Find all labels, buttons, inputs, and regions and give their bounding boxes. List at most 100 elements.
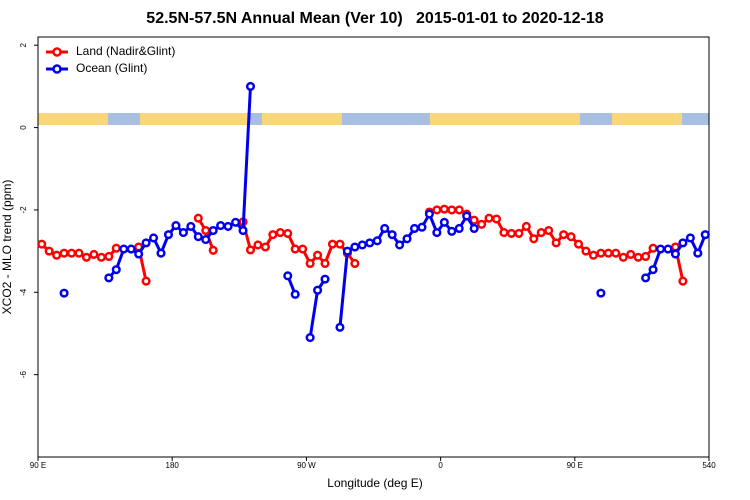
data-point <box>678 276 688 286</box>
y-tick-label: -6 <box>19 371 28 379</box>
data-point <box>134 249 144 259</box>
data-point <box>253 240 263 250</box>
data-point <box>260 242 270 252</box>
data-point <box>365 238 375 248</box>
data-point <box>335 322 345 332</box>
data-point <box>491 214 502 224</box>
data-point <box>380 223 390 234</box>
data-point <box>454 223 464 234</box>
data-point <box>104 273 114 283</box>
data-point <box>81 252 92 262</box>
y-axis-label: XCO2 - MLO trend (ppm) <box>0 180 14 315</box>
data-point <box>149 233 159 243</box>
chart-title: 52.5N-57.5N Annual Mean (Ver 10) 2015-01… <box>146 10 604 27</box>
x-axis-label: Longitude (deg E) <box>327 476 422 490</box>
data-point <box>372 236 382 246</box>
data-point <box>581 246 591 256</box>
data-point <box>588 250 598 260</box>
data-point <box>551 238 561 248</box>
data-point <box>52 250 62 260</box>
data-point <box>231 217 241 227</box>
data-point <box>44 246 54 256</box>
data-point <box>432 228 442 238</box>
data-point <box>566 232 576 242</box>
data-point <box>156 248 166 258</box>
data-point <box>424 209 434 219</box>
data-point <box>193 213 203 223</box>
data-point <box>499 228 509 238</box>
data-point <box>693 248 703 258</box>
legend-label: Ocean (Glint) <box>76 61 147 75</box>
data-point <box>350 242 360 252</box>
data-point <box>447 226 457 236</box>
data-point <box>685 233 695 243</box>
x-tick-label: 90 E <box>30 461 46 470</box>
data-point <box>618 252 628 262</box>
data-point <box>521 221 531 231</box>
data-point <box>484 213 494 223</box>
land-strip <box>430 113 580 125</box>
data-point <box>305 333 315 343</box>
y-tick-label: -2 <box>19 206 28 214</box>
data-point <box>216 221 226 231</box>
data-point <box>89 249 99 259</box>
legend-marker <box>52 47 62 57</box>
land-strip <box>612 113 682 125</box>
data-point <box>37 239 47 249</box>
y-tick-label: -4 <box>19 288 28 296</box>
data-point <box>350 258 360 269</box>
data-point <box>335 239 345 249</box>
data-point <box>641 251 651 262</box>
data-point <box>275 228 285 238</box>
data-point <box>603 248 613 258</box>
data-point <box>544 225 554 236</box>
data-point <box>201 235 211 245</box>
data-point <box>469 223 479 234</box>
data-point <box>454 205 464 215</box>
data-point <box>178 228 188 238</box>
data-point <box>238 225 248 236</box>
data-point <box>678 238 688 248</box>
map-strip <box>38 113 709 125</box>
data-point <box>477 219 487 229</box>
data-point <box>342 246 352 256</box>
x-tick-label: 90 W <box>297 461 316 470</box>
data-point <box>447 205 457 215</box>
x-tick-label: 90 E <box>567 461 583 470</box>
data-point <box>141 276 151 286</box>
data-point <box>409 223 420 234</box>
data-point <box>320 258 330 269</box>
x-tick-label: 0 <box>438 461 443 470</box>
data-point <box>193 232 203 242</box>
data-point <box>111 243 121 253</box>
data-point <box>119 244 129 254</box>
data-point <box>514 228 524 238</box>
data-point <box>573 239 584 249</box>
data-point <box>283 271 293 281</box>
data-point <box>305 258 315 269</box>
data-point <box>208 245 218 255</box>
land-strip <box>38 113 108 125</box>
data-point <box>395 240 405 250</box>
data-point <box>529 234 539 244</box>
data-point <box>670 249 681 259</box>
y-tick-label: 0 <box>19 125 28 130</box>
data-point <box>648 243 658 253</box>
data-point <box>208 225 218 236</box>
legend-item: Ocean (Glint) <box>46 61 147 75</box>
data-point <box>126 244 136 254</box>
data-point <box>439 204 449 214</box>
y-tick-label: 2 <box>19 42 28 47</box>
data-point <box>283 228 293 238</box>
data-point <box>417 222 427 232</box>
data-point <box>357 240 367 250</box>
legend-item: Land (Nadir&Glint) <box>46 44 175 58</box>
data-point <box>245 245 256 255</box>
data-point <box>700 230 710 240</box>
data-point <box>633 252 643 262</box>
data-point <box>59 248 69 258</box>
land-strip <box>140 113 250 125</box>
data-point <box>245 81 256 91</box>
data-point <box>506 228 516 238</box>
data-point <box>201 225 211 236</box>
